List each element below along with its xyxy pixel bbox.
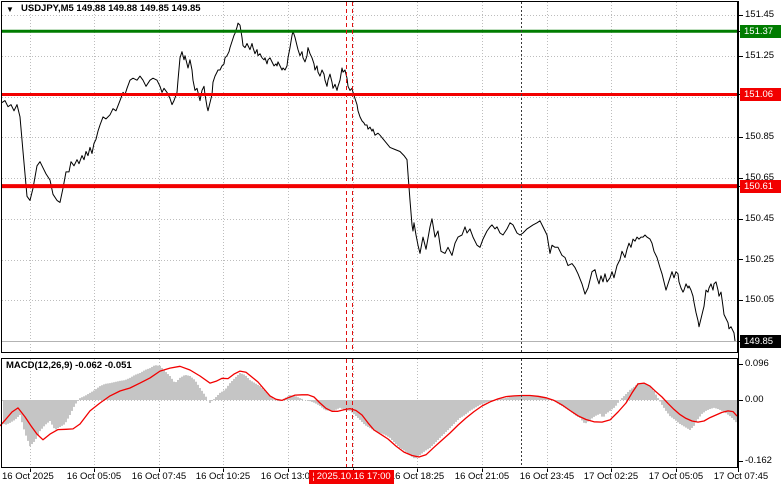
price-axis-label: 150.85: [745, 131, 775, 143]
macd-axis-label: -0.162: [745, 454, 772, 466]
time-axis-label: 17 Oct 02:25: [583, 471, 639, 482]
time-axis-label: 17 Oct 05:05: [648, 471, 704, 482]
price-axis-label: 150.25: [745, 253, 775, 265]
macd-indicator-label: MACD(12,26,9) -0.062 -0.051: [6, 360, 132, 371]
macd-axis-label: 0.096: [745, 358, 769, 369]
price-level-badge: 151.37: [740, 24, 781, 38]
cursor-line-glyph: ¦: [312, 471, 315, 482]
time-cursor-badge: ¦ 2025.10.16 17:00: [309, 470, 394, 484]
time-axis-label: 16 Oct 21:05: [454, 471, 510, 482]
macd-axis-label: 0.00: [745, 394, 764, 405]
time-axis-label: 16 Oct 13:05: [260, 471, 316, 482]
time-axis-label: 16 Oct 2025: [2, 471, 54, 482]
price-axis-label: 150.45: [745, 212, 775, 224]
symbol-dropdown-icon[interactable]: ▼: [6, 5, 14, 14]
time-axis-label: 17 Oct 07:45: [713, 471, 769, 482]
time-axis-label: 16 Oct 10:25: [195, 471, 251, 482]
time-axis-label: 16 Oct 07:45: [131, 471, 187, 482]
price-axis-label: 151.25: [745, 49, 775, 61]
price-level-badge: 151.06: [740, 87, 781, 101]
price-axis-label: 150.05: [745, 294, 775, 306]
time-axis-label: 16 Oct 18:25: [389, 471, 445, 482]
price-level-badge: 149.85: [740, 334, 781, 348]
time-axis-label: 16 Oct 05:05: [66, 471, 122, 482]
price-axis-label: 150.65: [745, 172, 775, 183]
price-axis-label: 151.45: [745, 9, 775, 20]
time-axis-label: 16 Oct 23:45: [519, 471, 575, 482]
chart-title: USDJPY,M5 149.88 149.88 149.85 149.85: [21, 3, 201, 14]
price-level-badge: 150.61: [740, 179, 781, 193]
time-cursor-badge-text: 2025.10.16 17:00: [316, 471, 391, 482]
